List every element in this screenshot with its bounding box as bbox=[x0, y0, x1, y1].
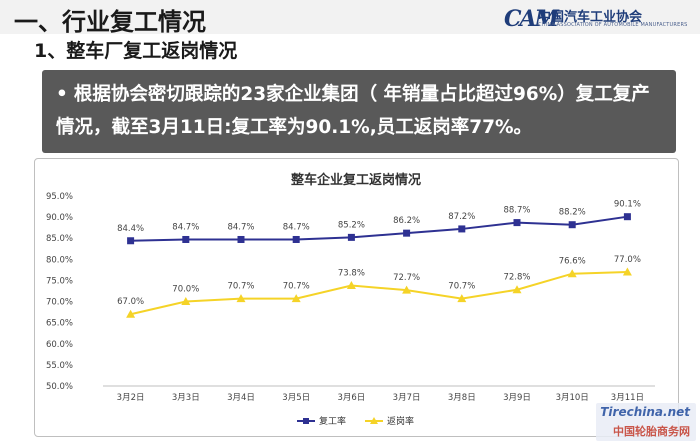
y-axis: 50.0% 55.0% 60.0% 65.0% 70.0% 75.0% 80.0% 85.0%… bbox=[46, 192, 73, 392]
data-point-square bbox=[127, 237, 135, 245]
data-label: 87.2% bbox=[448, 212, 475, 222]
x-tick-label: 3月9日 bbox=[503, 393, 531, 403]
y-tick-label: 65.0% bbox=[46, 319, 73, 329]
data-point-triangle bbox=[457, 294, 467, 303]
series-line bbox=[130, 215, 628, 242]
series-1: 84.4% 84.7% 84.7% 84.7% 85.2% 86.2% 87.2% 88.7%… bbox=[117, 200, 641, 245]
data-label: 84.4% bbox=[117, 224, 144, 234]
watermark-line1: Tirechina.net bbox=[600, 405, 690, 419]
data-label: 77.0% bbox=[614, 255, 641, 265]
line-chart: 整车企业复工返岗情况 50.0% 55.0% 60.0% 65.0% 70.0% 75.0… bbox=[46, 172, 655, 427]
data-point-triangle bbox=[126, 309, 136, 318]
data-point-square bbox=[458, 225, 466, 233]
logo-chinese-name: 中国汽车工业协会 bbox=[538, 10, 643, 25]
data-label: 76.6% bbox=[559, 257, 586, 267]
x-tick-label: 3月4日 bbox=[227, 393, 255, 403]
y-tick-label: 85.0% bbox=[46, 234, 73, 244]
data-label: 84.7% bbox=[227, 222, 254, 232]
data-label: 90.1% bbox=[614, 200, 641, 210]
data-point-triangle bbox=[181, 297, 191, 306]
y-tick-label: 55.0% bbox=[46, 361, 73, 371]
watermark-logo: Tirechina.net 中国轮胎商务网 bbox=[596, 403, 696, 441]
data-point-square bbox=[292, 235, 300, 243]
data-label: 85.2% bbox=[338, 220, 365, 230]
data-label: 67.0% bbox=[117, 297, 144, 307]
legend-marker-square bbox=[303, 418, 309, 424]
x-tick-label: 3月3日 bbox=[172, 393, 200, 403]
data-point-square bbox=[182, 235, 190, 243]
y-tick-label: 50.0% bbox=[46, 382, 73, 392]
data-point-square bbox=[403, 229, 411, 237]
y-tick-label: 95.0% bbox=[46, 192, 73, 202]
data-label: 88.2% bbox=[559, 208, 586, 218]
y-tick-label: 60.0% bbox=[46, 340, 73, 350]
chart-title: 整车企业复工返岗情况 bbox=[290, 172, 421, 188]
x-tick-label: 3月7日 bbox=[393, 393, 421, 403]
data-label: 72.7% bbox=[393, 273, 420, 283]
data-point-triangle bbox=[622, 267, 632, 276]
x-axis: 3月2日 3月3日 3月4日 3月5日 3月6日 3月7日 3月8日 3月9日 3月10日 3月1… bbox=[103, 385, 655, 403]
data-point-triangle bbox=[402, 285, 412, 294]
data-point-square bbox=[347, 233, 355, 241]
section-title: 一、行业复工情况 bbox=[14, 8, 206, 36]
legend-marker-triangle bbox=[370, 417, 378, 424]
y-tick-label: 90.0% bbox=[46, 213, 73, 223]
data-label: 70.7% bbox=[448, 282, 475, 292]
x-tick-label: 3月5日 bbox=[282, 393, 310, 403]
data-label: 88.7% bbox=[503, 206, 530, 216]
caam-logo: CAM 中国汽车工业协会 CHINA ASSOCIATION OF AUTOMO… bbox=[504, 6, 688, 32]
y-tick-label: 80.0% bbox=[46, 255, 73, 265]
subsection-title: 1、整车厂复工返岗情况 bbox=[34, 40, 238, 62]
data-point-triangle bbox=[236, 294, 246, 303]
series-layer: 84.4% 84.7% 84.7% 84.7% 85.2% 86.2% 87.2% 88.7%… bbox=[117, 200, 641, 318]
data-label: 72.8% bbox=[503, 273, 530, 283]
y-tick-label: 75.0% bbox=[46, 276, 73, 286]
summary-banner: • 根据协会密切跟踪的23家企业集团（ 年销量占比超过96%）复工复产情况，截至3… bbox=[42, 70, 676, 153]
chart-panel: 整车企业复工返岗情况 50.0% 55.0% 60.0% 65.0% 70.0% 75.0… bbox=[34, 158, 679, 437]
x-tick-label: 3月8日 bbox=[448, 393, 476, 403]
x-tick-label: 3月10日 bbox=[556, 393, 589, 403]
data-point-square bbox=[513, 219, 521, 227]
data-point-square bbox=[237, 235, 245, 243]
data-label: 70.7% bbox=[227, 282, 254, 292]
data-label: 70.0% bbox=[172, 285, 199, 295]
legend: 复工率 返岗率 bbox=[297, 415, 414, 427]
data-point-triangle bbox=[346, 281, 356, 290]
series-2: 67.0% 70.0% 70.7% 70.7% 73.8% 72.7% 70.7% 72.8%… bbox=[117, 255, 641, 318]
data-point-triangle bbox=[291, 294, 301, 303]
data-label: 73.8% bbox=[338, 269, 365, 279]
logo-mark: CAM bbox=[504, 6, 559, 32]
data-point-triangle bbox=[567, 269, 577, 278]
data-point-triangle bbox=[512, 285, 522, 294]
legend-label: 复工率 bbox=[319, 415, 346, 427]
summary-text-block: • 根据协会密切跟踪的23家企业集团（ 年销量占比超过96%）复工复产情况，截至3… bbox=[56, 78, 666, 144]
data-label: 84.7% bbox=[283, 222, 310, 232]
x-tick-label: 3月2日 bbox=[117, 393, 145, 403]
watermark-line2: 中国轮胎商务网 bbox=[613, 425, 690, 438]
logo-english-name: CHINA ASSOCIATION OF AUTOMOBILE MANUFACT… bbox=[538, 22, 688, 28]
data-point-square bbox=[568, 221, 576, 229]
y-tick-label: 70.0% bbox=[46, 298, 73, 308]
header-bar bbox=[0, 0, 700, 34]
bullet-icon: • bbox=[56, 84, 68, 105]
data-label: 84.7% bbox=[172, 222, 199, 232]
series-line bbox=[130, 271, 628, 316]
legend-label: 返岗率 bbox=[387, 415, 414, 427]
x-tick-label: 3月11日 bbox=[611, 393, 644, 403]
summary-text: 根据协会密切跟踪的23家企业集团（ 年销量占比超过96%）复工复产情况，截至3月… bbox=[56, 84, 650, 138]
data-point-square bbox=[623, 213, 631, 221]
data-label: 86.2% bbox=[393, 216, 420, 226]
x-tick-label: 3月6日 bbox=[337, 393, 365, 403]
data-label: 70.7% bbox=[283, 282, 310, 292]
